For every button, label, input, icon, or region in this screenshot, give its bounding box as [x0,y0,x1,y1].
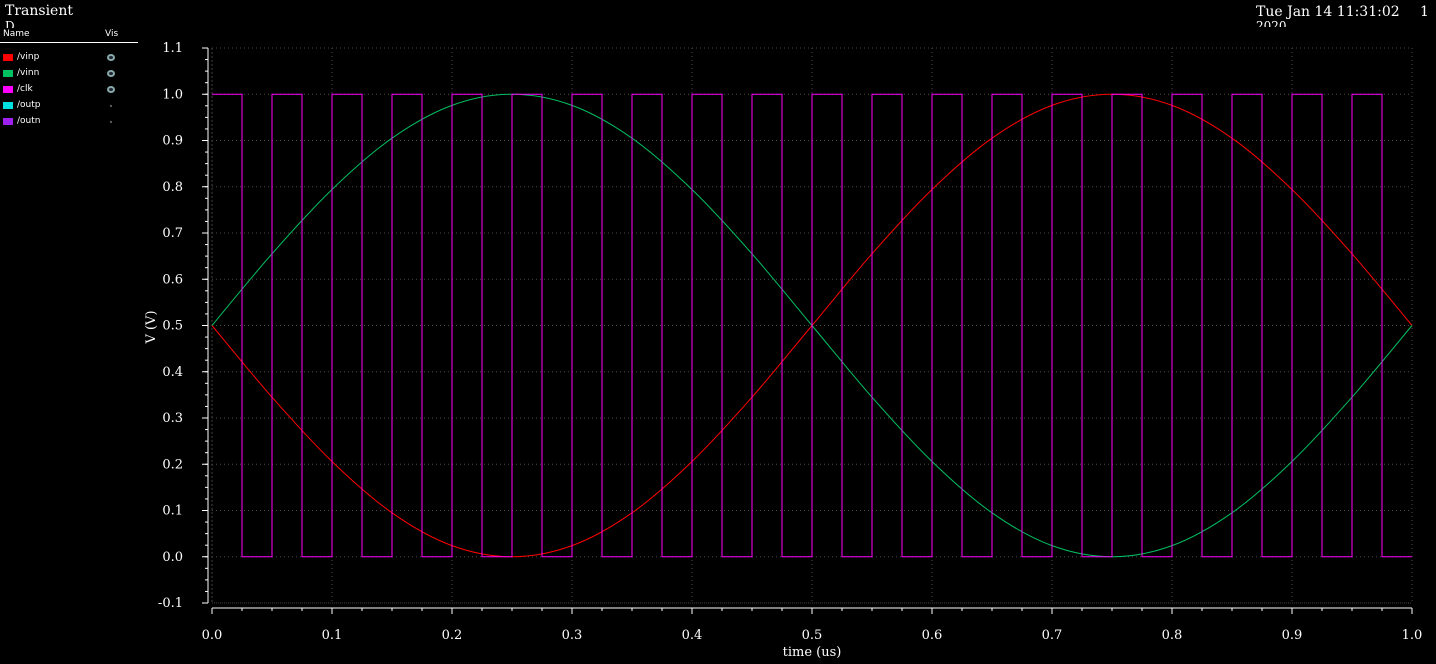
y-tick-label: 1.0 [162,87,183,102]
y-axis-label: V (V) [144,310,159,344]
visibility-eye-icon[interactable] [107,70,115,77]
y-tick-label: 0.5 [162,319,183,334]
signal-name: /vinn [17,68,40,78]
legend-header-name: Name [3,29,30,39]
legend-item-vinp[interactable]: /vinp [0,50,138,66]
y-tick-label: 0.9 [162,134,183,149]
y-tick-label: 0.6 [162,272,183,287]
x-tick-label: 0.1 [322,628,343,643]
y-tick-label: 0.4 [162,365,183,380]
y-tick-label: 0.1 [162,504,183,519]
signal-name: /vinp [17,52,40,62]
color-swatch [3,118,13,125]
visibility-eye-icon[interactable] [107,86,115,93]
page-number: 1 [1420,4,1429,20]
visibility-eye-icon[interactable] [107,54,115,61]
timestamp: Tue Jan 14 11:31:02 [1256,4,1400,20]
color-swatch [3,54,13,61]
signal-name: /outp [17,100,41,110]
y-tick-label: 0.3 [162,411,183,426]
signal-name: /outn [17,116,41,126]
y-tick-label: 0.8 [162,180,183,195]
visibility-dot-icon[interactable] [107,102,115,109]
x-tick-label: 0.5 [802,628,823,643]
y-tick-label: 1.1 [162,41,183,56]
x-tick-label: 0.3 [562,628,583,643]
x-axis-label: time (us) [783,645,842,660]
series-layer [211,93,1413,558]
x-tick-label: 0.2 [442,628,463,643]
y-tick-label: 0.2 [162,457,183,472]
x-tick-label: 0.7 [1042,628,1063,643]
color-swatch [3,102,13,109]
legend-item-outp[interactable]: /outp [0,98,138,114]
axes: -0.1 0.0 0.1 0.2 0.3 0.4 0.5 0.6 0.7 0.8 0.9 1.0 1.1… [158,41,1422,643]
x-tick-label: 0.4 [682,628,703,643]
legend-item-clk[interactable]: /clk [0,82,138,98]
timestamp-year: 2020 [1256,20,1287,27]
window-subtitle: D [5,19,15,28]
y-tick-label: 0.7 [162,226,183,241]
x-tick-label: 0.0 [202,628,223,643]
y-tick-label: 0.0 [162,550,183,565]
x-tick-label: 0.8 [1162,628,1183,643]
x-tick-label: 0.9 [1282,628,1303,643]
signal-name: /clk [17,84,33,94]
legend-header-vis: Vis [105,29,119,39]
color-swatch [3,86,13,93]
visibility-dot-icon[interactable] [107,118,115,125]
x-tick-label: 1.0 [1402,628,1423,643]
x-tick-label: 0.6 [922,628,943,643]
window-title: Transient [5,3,73,19]
legend-item-outn[interactable]: /outn [0,114,138,130]
color-swatch [3,70,13,77]
y-tick-label: -0.1 [158,596,183,611]
series-line-clk [212,93,1412,558]
legend-item-vinn[interactable]: /vinn [0,66,138,82]
signal-legend: Name Vis /vinp /vinn /clk /outp /outn [0,28,138,130]
legend-header: Name Vis [0,28,138,43]
